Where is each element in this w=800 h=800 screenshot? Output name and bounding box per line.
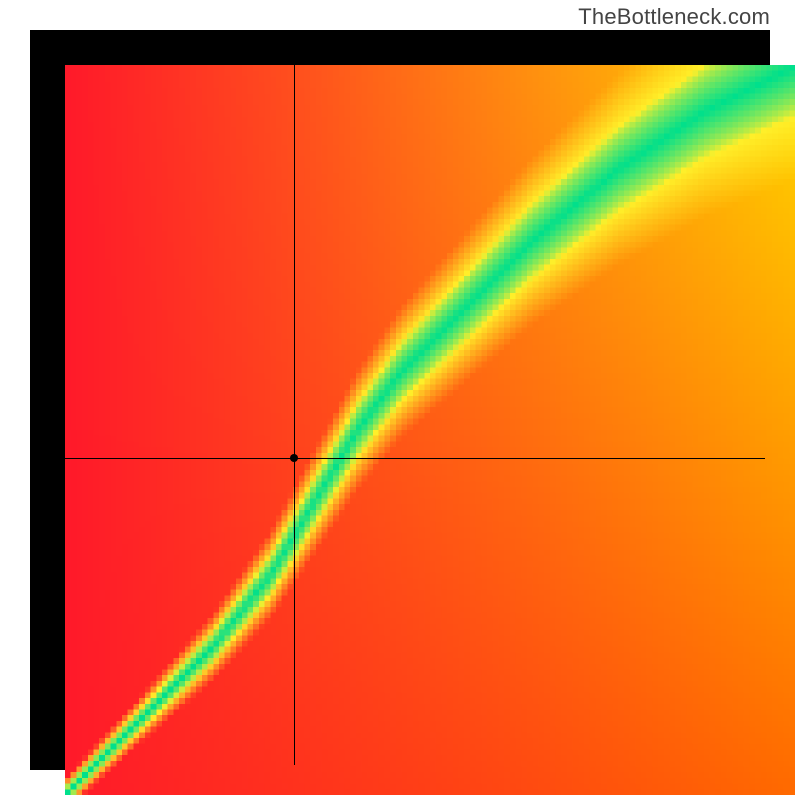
watermark-text: TheBottleneck.com xyxy=(578,4,770,30)
crosshair-vertical xyxy=(294,35,295,765)
bottleneck-heatmap xyxy=(65,65,795,795)
crosshair-marker xyxy=(290,454,298,462)
crosshair-horizontal xyxy=(35,458,765,459)
heatmap-frame xyxy=(30,30,770,770)
chart-container: { "watermark": { "text": "TheBottleneck.… xyxy=(0,0,800,800)
